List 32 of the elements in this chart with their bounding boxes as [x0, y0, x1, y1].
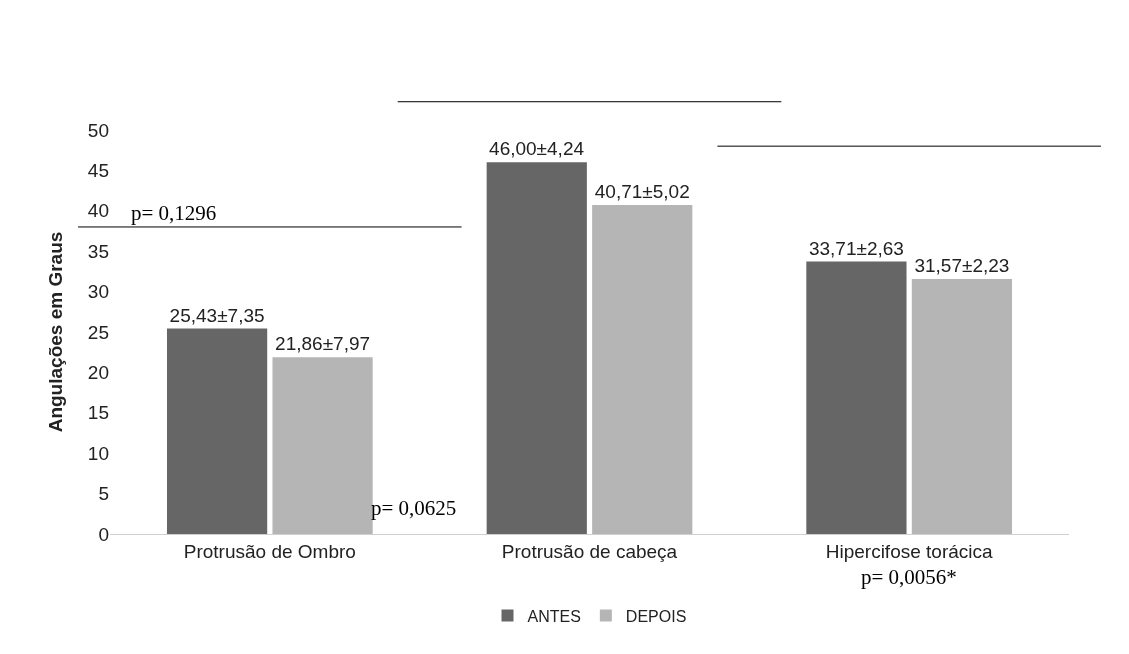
- x-tick-label: Protrusão de cabeça: [501, 540, 678, 562]
- legend-label: ANTES: [527, 607, 581, 625]
- text: p= 0,0056*: [861, 565, 957, 589]
- bar: [166, 328, 268, 534]
- bar: [592, 205, 693, 534]
- x-tick-label: Hipercifose torácica: [825, 540, 994, 562]
- bar: [486, 162, 587, 534]
- y-tick-label: 40: [87, 200, 109, 222]
- x-tick-label: Protrusão de Ombro: [183, 540, 356, 562]
- y-tick-label: 0: [98, 523, 109, 545]
- bar: [272, 357, 373, 534]
- data-label: 46,00±4,24: [489, 138, 585, 160]
- y-tick-label: 15: [87, 402, 109, 424]
- data-label: 33,71±2,63: [808, 237, 904, 259]
- y-tick-label: 35: [87, 240, 109, 262]
- y-tick-label: 20: [87, 362, 109, 384]
- legend-label: DEPOIS: [625, 607, 687, 625]
- data-label: 31,57±2,23: [914, 254, 1010, 276]
- y-tick-label: 10: [87, 442, 109, 464]
- data-label: 25,43±7,35: [169, 304, 265, 326]
- annotation: p= 0,1296: [131, 201, 217, 225]
- y-tick-label: 30: [87, 281, 109, 303]
- y-tick-label: 5: [98, 483, 109, 505]
- annotation: p= 0,0625: [371, 496, 457, 520]
- y-axis-title: Angulações em Graus: [45, 231, 66, 433]
- y-tick-label: 50: [87, 119, 109, 141]
- y-tick-label: 25: [87, 321, 109, 343]
- data-label: 40,71±5,02: [594, 181, 690, 203]
- data-label: 21,86±7,97: [275, 333, 371, 355]
- bar: [806, 261, 907, 534]
- y-tick-label: 45: [87, 160, 109, 182]
- bar: [911, 278, 1013, 534]
